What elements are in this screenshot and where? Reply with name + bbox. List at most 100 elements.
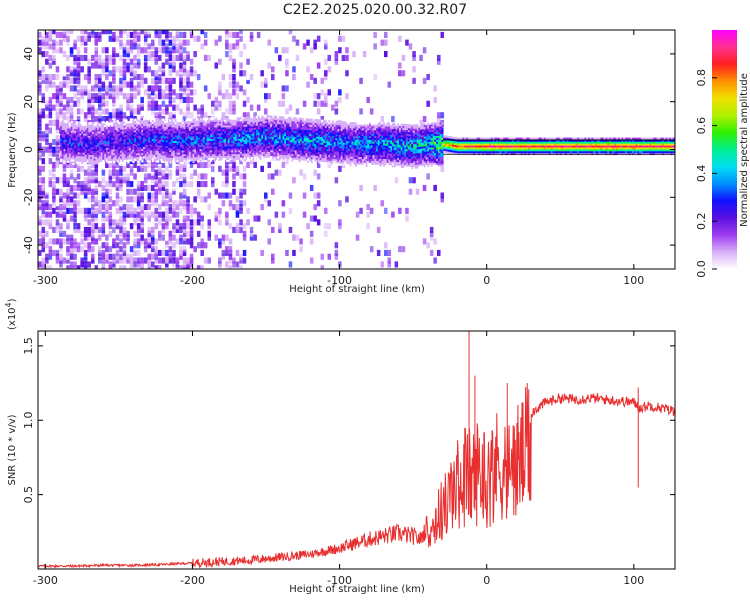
heatmap-cell: [143, 177, 148, 184]
ridge-cell: [134, 143, 137, 146]
ridge-cell: [270, 134, 273, 137]
heatmap-cell: [327, 54, 332, 62]
heatmap-cell: [161, 226, 166, 234]
ridge-cell: [176, 125, 179, 128]
heatmap-cell: [165, 31, 169, 39]
ridge-cell: [206, 150, 209, 153]
ridge-cell: [277, 148, 280, 151]
ridge-cell: [70, 126, 73, 129]
ridge-cell: [67, 145, 70, 148]
ridge-cell: [76, 138, 79, 141]
ridge-cell: [128, 147, 132, 151]
heatmap-cell: [172, 35, 176, 42]
heatmap-cell: [264, 108, 268, 115]
ridge-cell: [139, 127, 142, 131]
heatmap-cell: [313, 93, 317, 100]
heatmap-cell: [232, 188, 236, 195]
heatmap-cell: [168, 100, 173, 107]
heatmap-cell: [91, 211, 95, 218]
heatmap-cell: [129, 257, 134, 264]
ridge-cell: [171, 144, 174, 147]
heatmap-cell: [126, 62, 130, 69]
ridge-cell: [128, 157, 132, 160]
ridge-cell: [164, 145, 167, 148]
heatmap-cell: [115, 234, 120, 241]
ridge-cell: [68, 145, 72, 148]
ridge-cell: [218, 140, 222, 143]
ridge-cell: [107, 141, 110, 145]
ridge-cell: [222, 138, 225, 141]
ridge-cell: [102, 142, 105, 145]
ridge-cell: [279, 131, 282, 134]
heatmap-cell: [186, 54, 190, 62]
ridge-cell: [84, 144, 87, 148]
heatmap-cell: [45, 77, 49, 84]
heatmap-cell: [87, 77, 91, 84]
heatmap-cell: [175, 31, 180, 39]
heatmap-cell: [334, 100, 339, 107]
heatmap-cell: [112, 238, 116, 245]
ridge-cell: [183, 140, 186, 143]
ridge-cell: [218, 153, 222, 157]
heatmap-cell: [334, 253, 339, 260]
ridge-cell: [160, 154, 163, 158]
heatmap-cell: [52, 74, 56, 81]
ridge-cell: [90, 162, 93, 165]
ridge-cell: [146, 136, 149, 140]
ridge-cell: [264, 134, 267, 137]
ridge-cell: [241, 149, 245, 152]
heatmap-cell: [133, 85, 137, 92]
heatmap-cell: [154, 31, 159, 39]
heatmap-cell: [316, 173, 321, 180]
ridge-cell: [100, 161, 103, 164]
heatmap-cell: [228, 108, 233, 115]
ridge-cell: [194, 126, 197, 129]
heatmap-cell: [80, 85, 84, 92]
ridge-cell: [229, 159, 232, 162]
ridge-cell: [240, 121, 243, 124]
ridge-cell: [74, 132, 77, 135]
heatmap-cell: [172, 223, 176, 230]
heatmap-cell: [129, 58, 134, 65]
heatmap-cell: [161, 47, 166, 54]
heatmap-cell: [52, 43, 56, 50]
ridge-cell: [203, 146, 206, 149]
heatmap-cell: [193, 70, 197, 77]
heatmap-cell: [48, 181, 53, 188]
heatmap-cell: [345, 196, 349, 203]
ridge-cell: [84, 156, 87, 159]
ridge-cell: [157, 127, 160, 131]
ridge-cell: [218, 134, 222, 138]
heatmap-cell: [182, 70, 187, 77]
ridge-cell: [157, 120, 160, 123]
ridge-cell: [116, 131, 119, 134]
ridge-cell: [61, 148, 64, 152]
ridge-cell: [261, 117, 264, 120]
ridge-cell: [150, 148, 153, 151]
heatmap-cell: [87, 207, 91, 214]
heatmap-cell: [108, 58, 113, 65]
ridge-cell: [128, 122, 132, 126]
heatmap-cell: [55, 154, 60, 161]
ridge-cell: [68, 130, 72, 133]
ridge-cell: [137, 148, 140, 152]
heatmap-cell: [214, 234, 219, 241]
ridge-cell: [203, 123, 206, 126]
heatmap-cell: [186, 207, 190, 214]
ridge-cell: [217, 123, 220, 126]
ridge-cell: [208, 132, 211, 136]
ridge-cell: [217, 127, 220, 130]
ridge-cell: [160, 141, 163, 144]
ridge-cell: [180, 157, 183, 161]
ridge-cell: [218, 138, 222, 141]
ridge-cell: [218, 125, 222, 128]
ridge-cell: [61, 139, 64, 142]
heatmap-cell: [69, 51, 74, 58]
ridge-cell: [257, 140, 260, 143]
ridge-cell: [158, 154, 162, 158]
ridge-cell: [164, 139, 167, 143]
ridge-cell: [250, 154, 253, 157]
ridge-cell: [194, 152, 197, 156]
ridge-cell: [273, 144, 276, 147]
ridge-cell: [286, 135, 289, 139]
